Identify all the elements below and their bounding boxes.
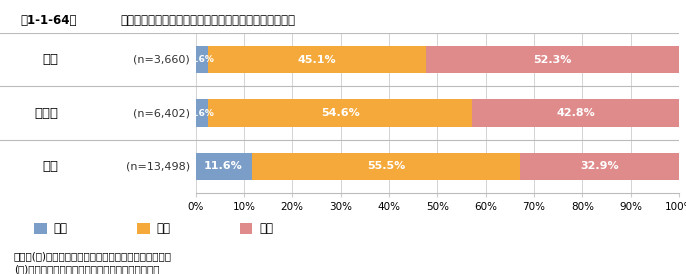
Text: 直近１年間の売上高の動向別に見た、人員の過不足状況: 直近１年間の売上高の動向別に見た、人員の過不足状況: [120, 14, 295, 27]
Text: (注)受注側事業者向けアンケートを集計したもの。: (注)受注側事業者向けアンケートを集計したもの。: [14, 264, 159, 274]
Bar: [196, 153, 252, 180]
Text: 52.3%: 52.3%: [534, 55, 572, 65]
Text: (n=3,660): (n=3,660): [133, 55, 189, 65]
Text: 45.1%: 45.1%: [298, 55, 336, 65]
Text: 2.6%: 2.6%: [189, 109, 214, 118]
Text: (n=6,402): (n=6,402): [132, 108, 189, 118]
Bar: [137, 223, 150, 235]
Bar: [208, 99, 472, 127]
Text: 過剰: 過剰: [54, 222, 67, 235]
Text: 横ばい: 横ばい: [35, 107, 58, 119]
Bar: [196, 46, 208, 73]
Text: 資料：(株)帝国データバンク「取引条件改善状況調査」: 資料：(株)帝国データバンク「取引条件改善状況調査」: [14, 251, 172, 261]
Bar: [520, 153, 679, 180]
Text: 11.6%: 11.6%: [204, 161, 243, 172]
Bar: [196, 99, 208, 127]
Bar: [252, 153, 520, 180]
Text: 32.9%: 32.9%: [580, 161, 619, 172]
Text: 適正: 適正: [156, 222, 170, 235]
Bar: [208, 46, 426, 73]
Bar: [426, 46, 679, 73]
Text: 減少: 減少: [43, 160, 58, 173]
Text: 42.8%: 42.8%: [556, 108, 595, 118]
Text: 54.6%: 54.6%: [321, 108, 359, 118]
Text: 不足: 不足: [259, 222, 273, 235]
Text: 第1-1-64図: 第1-1-64図: [21, 14, 77, 27]
Text: 55.5%: 55.5%: [367, 161, 405, 172]
Bar: [34, 223, 47, 235]
Text: 増加: 増加: [43, 53, 58, 66]
Bar: [472, 99, 679, 127]
Text: (n=13,498): (n=13,498): [126, 161, 189, 172]
Bar: [240, 223, 252, 235]
Text: 2.6%: 2.6%: [189, 55, 214, 64]
